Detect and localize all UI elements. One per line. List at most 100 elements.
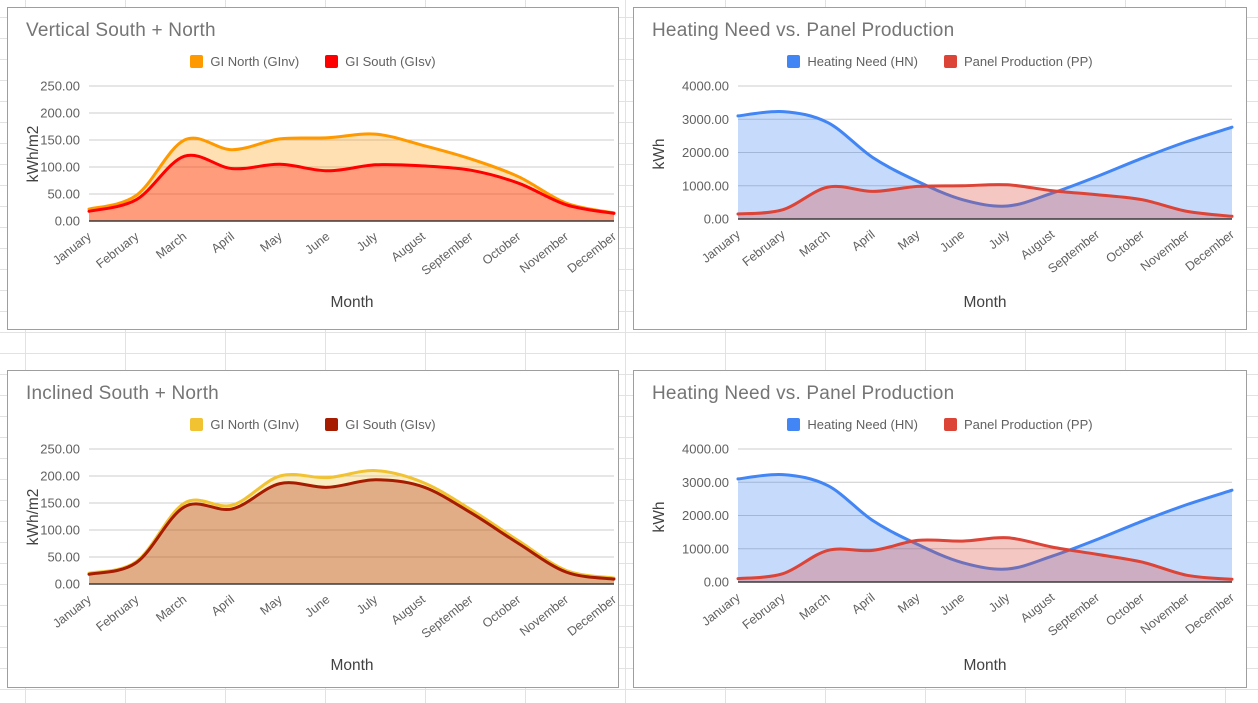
y-tick-label: 100.00 xyxy=(40,523,80,538)
x-tick-label: December xyxy=(565,229,619,276)
x-tick-label: May xyxy=(895,590,923,616)
legend-label: GI South (GIsv) xyxy=(345,417,436,432)
x-tick-label: March xyxy=(153,592,189,624)
x-tick-label: October xyxy=(480,229,524,267)
chart-plot: 0.00 1000.00 2000.00 3000.00 4000.00 JanuaryF… xyxy=(682,442,1237,640)
x-tick-label: March xyxy=(797,590,833,622)
x-tick-label: December xyxy=(1183,590,1237,637)
x-tick-label: March xyxy=(797,227,833,259)
chart-card-vertical-south-north[interactable]: Vertical South + North GI North (GInv) GI… xyxy=(7,7,619,330)
x-tick-label: April xyxy=(849,590,877,616)
legend-swatch-icon xyxy=(943,55,957,68)
chart-plot: 0.00 50.00 100.00 150.00 200.00 250.00 January… xyxy=(40,79,619,279)
series-area-0 xyxy=(89,133,614,221)
series-area-1 xyxy=(89,479,614,584)
x-tick-label: May xyxy=(895,227,923,253)
x-tick-label: December xyxy=(565,592,619,639)
x-tick-label: February xyxy=(94,229,143,271)
x-axis-title: Month xyxy=(963,657,1007,674)
y-tick-label: 3000.00 xyxy=(682,475,729,490)
x-tick-label: March xyxy=(153,229,189,261)
x-tick-label: August xyxy=(1018,227,1058,262)
x-axis-title: Month xyxy=(330,294,374,311)
series-line-1 xyxy=(736,183,1234,218)
x-tick-label: October xyxy=(480,592,524,630)
y-tick-label: 0.00 xyxy=(55,577,80,592)
x-tick-label: May xyxy=(258,229,286,255)
legend-label: GI North (GInv) xyxy=(210,417,300,432)
chart-card-inclined-south-north[interactable]: Inclined South + North GI North (GInv) GI… xyxy=(7,370,619,688)
chart-card-heating-vs-production-top[interactable]: Heating Need vs. Panel Production Heatin… xyxy=(633,7,1247,330)
x-tick-label: November xyxy=(517,592,571,639)
series-area-1 xyxy=(738,537,1232,582)
x-tick-label: January xyxy=(50,592,94,631)
legend-label: Heating Need (HN) xyxy=(807,417,918,432)
x-axis-title: Month xyxy=(963,294,1007,311)
x-tick-label: July xyxy=(986,590,1013,615)
legend-item-1: GI South (GIsv) xyxy=(325,54,436,69)
y-tick-label: 250.00 xyxy=(40,442,80,457)
x-tick-label: April xyxy=(209,229,237,255)
y-tick-label: 4000.00 xyxy=(682,442,729,457)
x-tick-label: June xyxy=(937,590,967,618)
legend-item-0: Heating Need (HN) xyxy=(787,54,918,69)
series-line-0 xyxy=(736,472,1234,571)
y-tick-label: 4000.00 xyxy=(682,79,729,94)
legend-item-1: Panel Production (PP) xyxy=(943,54,1093,69)
x-tick-label: June xyxy=(303,229,333,257)
y-tick-label: 2000.00 xyxy=(682,508,729,523)
chart-title: Inclined South + North xyxy=(26,383,219,404)
x-tick-label: November xyxy=(1138,590,1192,637)
x-tick-label: November xyxy=(517,229,571,276)
y-tick-label: 0.00 xyxy=(55,214,80,229)
legend-swatch-icon xyxy=(787,418,801,431)
x-tick-label: January xyxy=(699,590,743,629)
y-tick-label: 1000.00 xyxy=(682,178,729,193)
chart-legend: GI North (GInv) GI South (GIsv) xyxy=(8,54,618,69)
y-tick-label: 3000.00 xyxy=(682,112,729,127)
legend-swatch-icon xyxy=(943,418,957,431)
y-tick-label: 150.00 xyxy=(40,496,80,511)
series-line-1 xyxy=(87,153,616,215)
chart-card-heating-vs-production-bottom[interactable]: Heating Need vs. Panel Production Heatin… xyxy=(633,370,1247,688)
x-axis-title: Month xyxy=(330,657,374,674)
x-tick-label: January xyxy=(50,229,94,268)
series-area-1 xyxy=(738,184,1232,219)
legend-swatch-icon xyxy=(787,55,801,68)
y-tick-label: 100.00 xyxy=(40,160,80,175)
x-tick-label: September xyxy=(419,592,476,641)
legend-item-0: GI North (GInv) xyxy=(190,54,299,69)
chart-plot: 0.00 50.00 100.00 150.00 200.00 250.00 January… xyxy=(40,442,619,642)
x-tick-label: August xyxy=(389,229,429,264)
y-tick-label: 50.00 xyxy=(47,550,80,565)
x-tick-label: January xyxy=(699,227,743,266)
chart-title: Heating Need vs. Panel Production xyxy=(652,383,955,404)
y-tick-label: 200.00 xyxy=(40,106,80,121)
x-tick-label: June xyxy=(303,592,333,620)
legend-item-0: GI North (GInv) xyxy=(190,417,299,432)
x-tick-label: April xyxy=(849,227,877,253)
legend-swatch-icon xyxy=(190,418,204,431)
series-line-1 xyxy=(736,536,1234,581)
chart-title: Vertical South + North xyxy=(26,20,216,41)
y-tick-label: 2000.00 xyxy=(682,145,729,160)
x-tick-label: May xyxy=(258,592,286,618)
legend-label: GI South (GIsv) xyxy=(345,54,436,69)
chart-legend: Heating Need (HN) Panel Production (PP) xyxy=(634,417,1246,432)
chart-legend: GI North (GInv) GI South (GIsv) xyxy=(8,417,618,432)
series-line-0 xyxy=(87,469,616,580)
chart-title: Heating Need vs. Panel Production xyxy=(652,20,955,41)
legend-item-1: GI South (GIsv) xyxy=(325,417,436,432)
legend-label: Panel Production (PP) xyxy=(963,417,1093,432)
y-tick-label: 0.00 xyxy=(704,575,729,590)
legend-label: GI North (GInv) xyxy=(210,54,300,69)
x-tick-label: April xyxy=(209,592,237,618)
legend-label: Panel Production (PP) xyxy=(963,54,1093,69)
series-line-0 xyxy=(736,109,1234,208)
x-tick-label: August xyxy=(1018,590,1058,625)
legend-item-1: Panel Production (PP) xyxy=(943,417,1093,432)
x-tick-label: February xyxy=(740,590,789,632)
y-tick-label: 200.00 xyxy=(40,469,80,484)
x-tick-label: February xyxy=(740,227,789,269)
x-tick-label: November xyxy=(1138,227,1192,274)
